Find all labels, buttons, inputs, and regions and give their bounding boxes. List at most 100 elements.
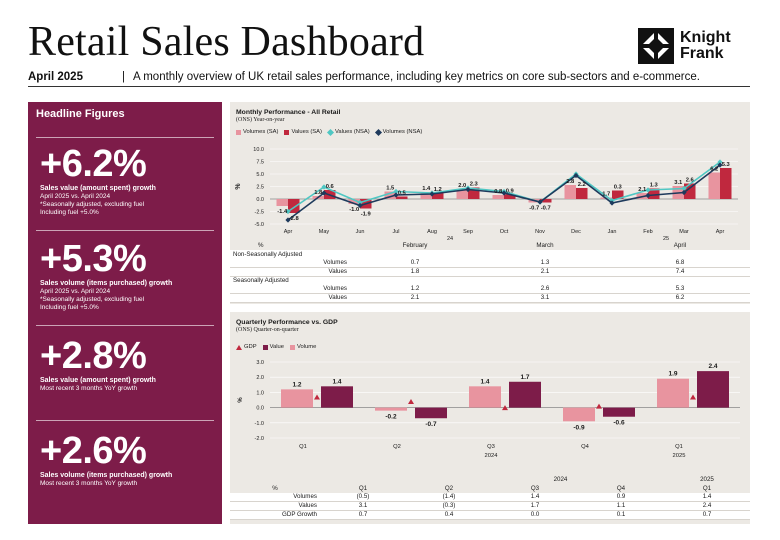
table-cell: 0.7 bbox=[664, 510, 750, 520]
metric-value: +5.3% bbox=[40, 238, 147, 280]
table-row-label: Values bbox=[230, 293, 350, 303]
table-row: Values 2.1 3.1 6.2 bbox=[230, 293, 750, 303]
headline-figures-panel: Headline Figures +6.2% Sales value (amou… bbox=[28, 102, 222, 524]
data-label: 0.5 bbox=[398, 191, 407, 197]
y-tick-label: -2.0 bbox=[255, 436, 264, 442]
line-marker bbox=[285, 208, 291, 215]
data-label: 0.9 bbox=[506, 189, 515, 195]
x-tick-label: Jul bbox=[392, 229, 399, 235]
table-row: Values 3.1 (0.3) 1.7 1.1 2.4 bbox=[230, 501, 750, 511]
bar bbox=[564, 185, 576, 199]
data-label: 1.2 bbox=[434, 187, 442, 193]
table-cell: 3.1 bbox=[320, 501, 406, 511]
quarterly-legend: GDP Value Volume bbox=[236, 344, 316, 350]
report-description: A monthly overview of UK retail sales pe… bbox=[133, 71, 700, 83]
line-marker bbox=[609, 200, 615, 206]
bar bbox=[281, 389, 313, 408]
table-cell: 1.2 bbox=[350, 284, 480, 294]
legend-label: Volume bbox=[296, 344, 317, 350]
metric-label: Sales volume (items purchased) growth bbox=[40, 472, 173, 479]
legend-swatch bbox=[236, 129, 241, 135]
table-year-row: 2024 2025 bbox=[230, 476, 750, 485]
page-title: Retail Sales Dashboard bbox=[28, 19, 425, 65]
table-cell: 2.1 bbox=[350, 293, 480, 303]
table-header-cell: April bbox=[610, 242, 750, 251]
metric-label: Sales value (amount spent) growth bbox=[40, 377, 156, 384]
legend-label: Volumes (NSA) bbox=[382, 129, 423, 135]
table-cell: 1.4 bbox=[492, 492, 578, 502]
data-label: 1.4 bbox=[422, 186, 431, 192]
bar bbox=[456, 189, 468, 199]
bar bbox=[708, 172, 720, 199]
line-marker bbox=[573, 172, 579, 179]
logo-text-frank: Frank bbox=[680, 45, 724, 62]
year-label: 25 bbox=[663, 236, 669, 242]
bar bbox=[288, 199, 300, 213]
table-row-label: Volumes bbox=[230, 258, 350, 268]
y-tick-label: 2.5 bbox=[256, 185, 264, 191]
legend-item: Value bbox=[262, 344, 284, 350]
legend-item: Values (SA) bbox=[284, 129, 322, 135]
bar bbox=[396, 196, 408, 199]
line-marker bbox=[717, 162, 723, 168]
data-label: 1.2 bbox=[292, 381, 301, 388]
table-header-row: % February March April bbox=[230, 242, 750, 251]
table-cell: 2.1 bbox=[480, 267, 610, 277]
metric-note: *Seasonally adjusted, excluding fuel bbox=[40, 201, 145, 208]
data-label: 2.1 bbox=[638, 187, 647, 193]
x-tick-label: Dec bbox=[571, 229, 581, 235]
line-marker bbox=[645, 187, 651, 193]
y-tick-label: 1.0 bbox=[256, 390, 264, 396]
bar bbox=[321, 386, 353, 408]
bar bbox=[540, 199, 552, 203]
table-row-label: Values bbox=[230, 267, 350, 277]
monthly-table: % February March April Non-Seasonally Ad… bbox=[230, 242, 750, 303]
table-cell: 0.4 bbox=[406, 510, 492, 520]
bar bbox=[697, 371, 729, 408]
table-row: Values 1.8 2.1 7.4 bbox=[230, 267, 750, 277]
bar bbox=[684, 183, 696, 199]
line-marker bbox=[429, 191, 435, 197]
x-tick-label: Sep bbox=[463, 229, 473, 235]
data-label: -1.0 bbox=[349, 207, 359, 213]
table-cell: 2.4 bbox=[664, 501, 750, 511]
data-label: 3.1 bbox=[674, 180, 683, 186]
y-axis-label: % bbox=[238, 397, 244, 403]
quarterly-chart: 3.0 2.0 1.0 0.0 -1.0 -2.0% 1.2 1.4 Q1 -0.2 -0.7 Q2 1… bbox=[238, 360, 740, 459]
line-marker bbox=[357, 199, 363, 206]
data-label: 0.8 bbox=[494, 189, 503, 195]
line-marker bbox=[321, 184, 327, 190]
metric-note: April 2025 vs. April 2024 bbox=[40, 288, 111, 295]
metric-note: *Seasonally adjusted, excluding fuel bbox=[40, 296, 145, 303]
headline-metric: +6.2% Sales value (amount spent) growth … bbox=[38, 138, 212, 230]
quarterly-chart-subtitle: (ONS) Quarter-on-quarter bbox=[236, 327, 299, 333]
bar bbox=[603, 407, 635, 417]
line-marker bbox=[321, 190, 327, 196]
table-header-cell: Q4 bbox=[578, 484, 664, 493]
x-tick-label: Nov bbox=[535, 229, 545, 235]
table-cell: (0.3) bbox=[406, 501, 492, 511]
data-label: 6.2 bbox=[710, 167, 718, 173]
table-row-label: Volumes bbox=[230, 492, 320, 502]
bar bbox=[415, 407, 447, 419]
x-tick-label: Jan bbox=[608, 229, 617, 235]
metric-note: April 2025 vs. April 2024 bbox=[40, 193, 111, 200]
data-label: -0.7 bbox=[541, 206, 551, 212]
x-tick-label: May bbox=[319, 229, 330, 235]
legend-label: Values (SA) bbox=[291, 129, 322, 135]
legend-item: Volumes (SA) bbox=[236, 129, 278, 135]
table-header-cell: % bbox=[230, 242, 350, 251]
y-tick-label: 7.5 bbox=[256, 160, 264, 166]
line-marker bbox=[393, 188, 399, 195]
bar bbox=[468, 187, 480, 199]
bar bbox=[384, 191, 396, 199]
bar bbox=[420, 192, 432, 199]
monthly-chart-subtitle: (ONS) Year-on-year bbox=[236, 117, 285, 123]
table-empty-cell bbox=[230, 476, 320, 485]
table-cell: 1.4 bbox=[664, 492, 750, 502]
bar bbox=[469, 386, 501, 408]
monthly-chart: 10.0 7.5 5.0 2.5 0.0 -2.5 -5.0% Apr May Jun Jul Aug… bbox=[235, 147, 738, 242]
table-header-cell: % bbox=[230, 484, 320, 493]
table-cell: 0.9 bbox=[578, 492, 664, 502]
x-tick-label: Q4 bbox=[581, 444, 590, 450]
